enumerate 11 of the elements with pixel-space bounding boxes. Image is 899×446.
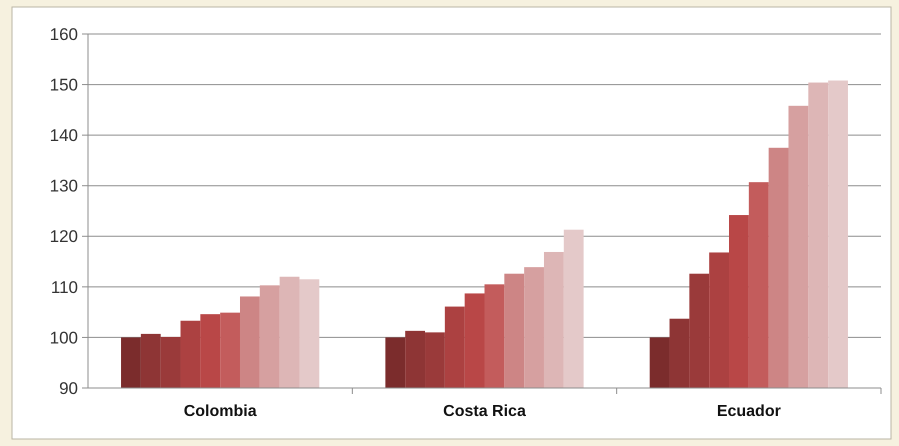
y-tick-label: 130 (50, 176, 78, 196)
x-tick-label: Ecuador (716, 403, 781, 420)
x-tick-label: Colombia (184, 403, 257, 420)
y-tick-label: 160 (50, 24, 78, 44)
y-tick-label: 100 (50, 328, 78, 348)
y-tick-label: 150 (50, 76, 78, 95)
y-tick-label: 140 (50, 126, 78, 146)
y-tick-label: 90 (59, 378, 78, 398)
y-tick-label: 110 (50, 278, 78, 297)
x-tick-label: Costa Rica (443, 403, 526, 420)
y-tick-label: 120 (50, 227, 78, 246)
